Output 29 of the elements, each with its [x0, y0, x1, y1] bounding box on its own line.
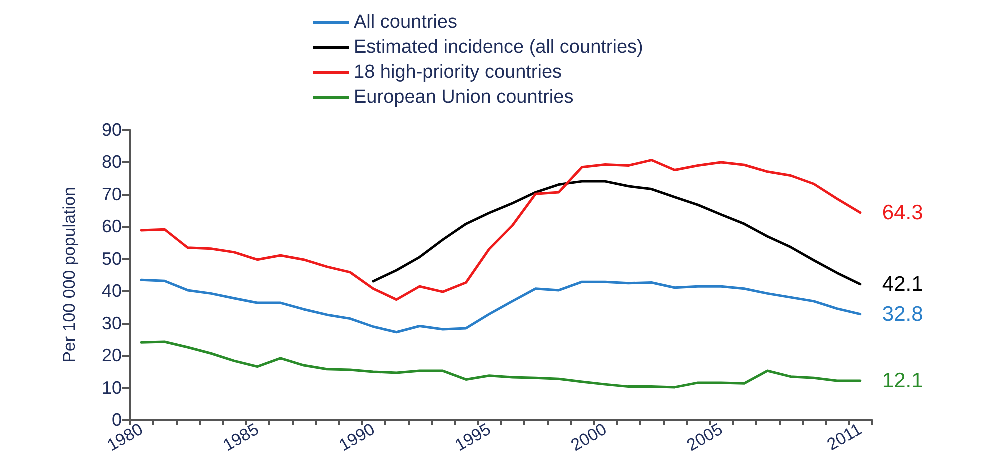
line-series: [140, 159, 862, 302]
y-tick-label: 50: [102, 248, 122, 269]
data-label: 12.1: [882, 370, 924, 393]
line-series: [140, 340, 862, 389]
data-label: 64.3: [882, 201, 924, 224]
legend-label: All countries: [354, 12, 458, 33]
y-tick-label: 30: [102, 313, 122, 334]
line-series: [372, 180, 862, 286]
legend-label: European Union countries: [354, 87, 574, 108]
x-tick-label: 1990: [336, 420, 378, 456]
data-label: 32.8: [882, 302, 924, 326]
x-tick-label: 2000: [568, 420, 610, 456]
y-tick-label: 40: [102, 281, 122, 302]
x-tick-label: 1985: [220, 420, 262, 456]
y-axis-title: Per 100 000 population: [60, 187, 79, 363]
y-tick-label: 80: [102, 152, 122, 172]
legend-label: Estimated incidence (all countries): [354, 37, 644, 58]
x-tick-label: 1995: [452, 420, 494, 456]
data-label: 42.1: [882, 272, 924, 296]
x-tick-label: 2005: [684, 420, 726, 456]
line-series: [140, 278, 862, 334]
x-tick-label: 2011: [824, 420, 866, 454]
legend-label: 18 high-priority countries: [354, 62, 562, 83]
y-tick-label: 10: [102, 378, 122, 398]
y-tick-label: 20: [102, 346, 122, 366]
y-tick-label: 90: [102, 120, 122, 140]
y-tick-label: 60: [102, 216, 122, 237]
y-tick-label: 0: [112, 410, 122, 430]
y-tick-label: 70: [102, 184, 122, 204]
